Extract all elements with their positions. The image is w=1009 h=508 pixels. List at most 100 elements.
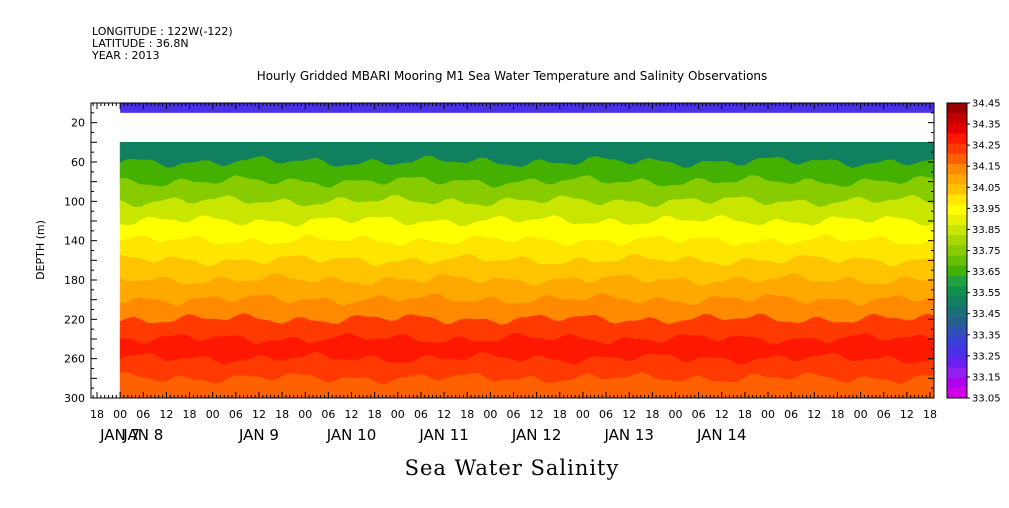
latitude-label: LATITUDE : 36.8N: [92, 37, 189, 50]
x-day-label: JAN 13: [603, 426, 654, 444]
salinity-band: [119, 371, 934, 398]
colorbar-label: 33.85: [972, 225, 1001, 236]
y-tick-label: 20: [71, 117, 85, 130]
colorbar-swatch: [947, 255, 967, 267]
y-tick-label: 100: [64, 195, 85, 208]
colorbar-label: 34.35: [972, 120, 1001, 131]
colorbar-label: 33.75: [972, 246, 1001, 257]
colorbar-swatch: [947, 286, 967, 297]
x-tick-label: 12: [530, 408, 544, 421]
x-tick-label: 06: [321, 408, 335, 421]
year-label: YEAR : 2013: [91, 49, 160, 62]
x-tick-label: 12: [807, 408, 821, 421]
colorbar-label: 33.15: [972, 372, 1001, 383]
colorbar-label: 33.35: [972, 330, 1001, 341]
x-tick-label: 18: [183, 408, 197, 421]
x-tick-label: 18: [923, 408, 937, 421]
x-day-label: JAN 10: [326, 426, 377, 444]
colorbar-swatch: [947, 275, 967, 287]
x-tick-label: 12: [252, 408, 266, 421]
colorbar-swatch: [947, 316, 967, 328]
colorbar-swatch: [947, 103, 967, 114]
x-tick-label: 12: [900, 408, 914, 421]
colorbar-label: 33.05: [972, 394, 1001, 405]
variable-label: Sea Water Salinity: [405, 456, 620, 480]
colorbar-swatch: [947, 357, 967, 368]
colorbar-label: 34.05: [972, 183, 1001, 194]
colorbar-swatch: [947, 245, 967, 256]
colorbar-label: 34.15: [972, 162, 1001, 173]
x-tick-label: 18: [830, 408, 844, 421]
x-tick-label: 00: [391, 408, 405, 421]
colorbar-swatch: [947, 214, 967, 226]
x-day-label: JAN 14: [696, 426, 747, 444]
colorbar-swatch: [947, 123, 967, 134]
x-tick-label: 00: [761, 408, 775, 421]
colorbar-swatch: [947, 153, 967, 165]
colorbar-label: 33.65: [972, 267, 1001, 278]
colorbar-swatch: [947, 143, 967, 155]
x-tick-label: 06: [692, 408, 706, 421]
colorbar-label: 33.45: [972, 309, 1001, 320]
colorbar-swatch: [947, 306, 967, 317]
x-day-label: JAN 11: [418, 426, 469, 444]
x-tick-label: 18: [460, 408, 474, 421]
colorbar: 34.45 34.35 34.25 34.15 34.05 33.95 33.85 33.75…: [946, 99, 1001, 405]
x-tick-label: 12: [159, 408, 173, 421]
y-tick-label: 180: [64, 274, 85, 287]
chart-title: Hourly Gridded MBARI Mooring M1 Sea Wate…: [257, 69, 768, 83]
x-tick-label: 12: [437, 408, 451, 421]
colorbar-label: 33.25: [972, 351, 1001, 362]
x-tick-label: 00: [854, 408, 868, 421]
x-tick-label: 06: [136, 408, 150, 421]
surface-layer: [120, 103, 934, 113]
axes: 20 60 100 140 180 220 260 300 18 00 06 12 18 00 06 12 18…: [64, 102, 937, 444]
longitude-label: LONGITUDE : 122W(-122): [92, 25, 233, 38]
x-tick-label: 00: [298, 408, 312, 421]
x-tick-label: 18: [553, 408, 567, 421]
x-tick-label: 00: [206, 408, 220, 421]
x-tick-label: 00: [668, 408, 682, 421]
colorbar-swatch: [947, 164, 967, 175]
colorbar-swatch: [947, 204, 967, 216]
colorbar-swatch: [947, 184, 967, 195]
x-tick-label: 06: [507, 408, 521, 421]
y-tick-label: 60: [71, 156, 85, 169]
x-tick-label: 18: [275, 408, 289, 421]
colorbar-swatch: [947, 347, 967, 358]
x-tick-label: 18: [738, 408, 752, 421]
y-tick-label: 300: [64, 392, 85, 405]
colorbar-label: 34.45: [972, 99, 1001, 110]
x-day-label: JAN 8: [122, 426, 163, 444]
y-axis-label: DEPTH (m): [34, 220, 47, 280]
x-tick-label: 12: [715, 408, 729, 421]
colorbar-label: 33.95: [972, 204, 1001, 215]
colorbar-swatch: [947, 387, 967, 399]
x-day-label: JAN 7: [99, 426, 140, 444]
x-tick-label: 12: [345, 408, 359, 421]
y-tick-label: 260: [64, 353, 85, 366]
colorbar-swatch: [947, 113, 967, 124]
x-tick-label: 00: [483, 408, 497, 421]
y-tick-label: 220: [64, 313, 85, 326]
colorbar-swatch: [947, 367, 967, 378]
x-tick-label: 06: [877, 408, 891, 421]
colorbar-label: 34.25: [972, 141, 1001, 152]
colorbar-swatch: [947, 225, 967, 236]
x-tick-label: 06: [229, 408, 243, 421]
y-tick-label: 140: [64, 235, 85, 248]
x-tick-label: 18: [90, 408, 104, 421]
x-tick-label: 18: [645, 408, 659, 421]
x-tick-label: 00: [576, 408, 590, 421]
colorbar-swatch: [947, 174, 967, 185]
x-day-label: JAN 9: [238, 426, 279, 444]
x-tick-label: 06: [784, 408, 798, 421]
x-tick-label: 06: [414, 408, 428, 421]
x-day-label: JAN 12: [511, 426, 562, 444]
colorbar-swatch: [947, 336, 967, 348]
colorbar-swatch: [947, 326, 967, 338]
colorbar-swatch: [947, 133, 967, 144]
x-tick-label: 06: [599, 408, 613, 421]
